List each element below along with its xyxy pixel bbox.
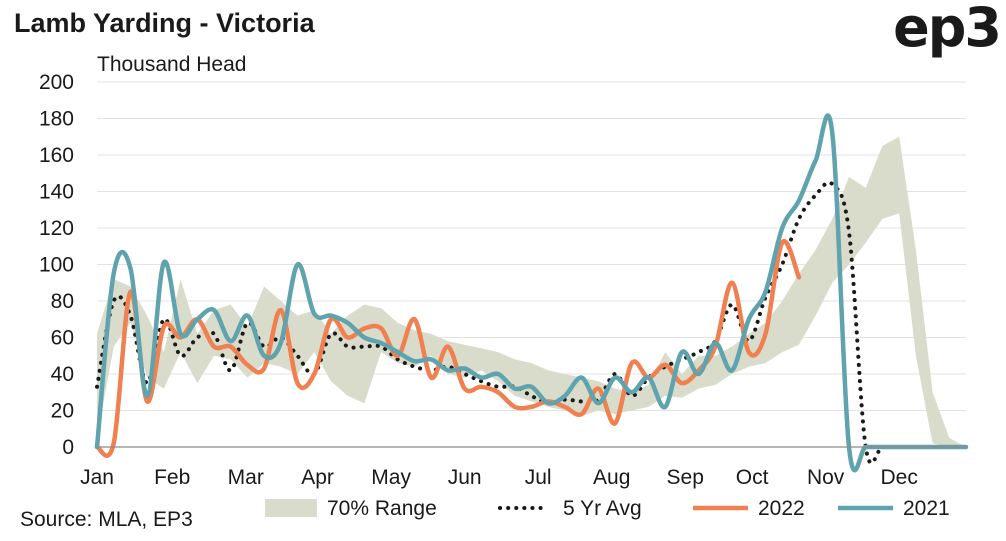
- y-axis-label: Thousand Head: [97, 53, 246, 76]
- y-tick-label: 0: [62, 436, 74, 459]
- y-tick-label: 120: [39, 217, 74, 240]
- series-2021-line: [94, 113, 969, 473]
- legend-label-avg: 5 Yr Avg: [563, 497, 642, 520]
- y-tick-label: 80: [51, 290, 74, 313]
- legend-label-2021: 2021: [903, 497, 950, 520]
- x-tick-label: May: [371, 466, 411, 489]
- x-tick-label: Sep: [667, 466, 704, 489]
- ep3-logo: ep3: [893, 0, 1002, 59]
- legend-label-range: 70% Range: [327, 497, 437, 520]
- x-tick-label: Nov: [807, 466, 845, 489]
- legend: 70% Range 5 Yr Avg 2022 2021: [265, 497, 950, 520]
- y-tick-label: 140: [39, 181, 74, 204]
- series-2022-line: [94, 238, 802, 458]
- x-tick-label: Oct: [736, 466, 769, 489]
- series-5yr-avg-line: [95, 180, 968, 465]
- chart-title: Lamb Yarding - Victoria: [14, 8, 315, 38]
- x-tick-label: Jan: [80, 466, 114, 489]
- y-tick-label: 60: [51, 327, 74, 350]
- x-tick-label: Dec: [880, 466, 917, 489]
- y-tick-label: 180: [39, 108, 74, 131]
- x-tick-label: Jun: [448, 466, 482, 489]
- y-tick-label: 20: [51, 400, 74, 423]
- source-note: Source: MLA, EP3: [20, 508, 193, 531]
- series-lines-layer: [94, 113, 969, 473]
- legend-swatch-range: [265, 499, 317, 517]
- x-tick-label: Jul: [525, 466, 552, 489]
- x-tick-label: Apr: [301, 466, 334, 489]
- x-tick-label: Mar: [228, 466, 264, 489]
- x-tick-label: Aug: [593, 466, 630, 489]
- y-tick-label: 100: [39, 254, 74, 277]
- axes-layer: 0 20 40 60 80 100 120 140 160 180 200 Jan Feb Mar Apr M…: [39, 71, 966, 489]
- y-tick-label: 40: [51, 363, 74, 386]
- legend-label-2022: 2022: [758, 497, 805, 520]
- x-tick-label: Feb: [154, 466, 190, 489]
- y-tick-label: 200: [39, 71, 74, 94]
- y-tick-label: 160: [39, 144, 74, 167]
